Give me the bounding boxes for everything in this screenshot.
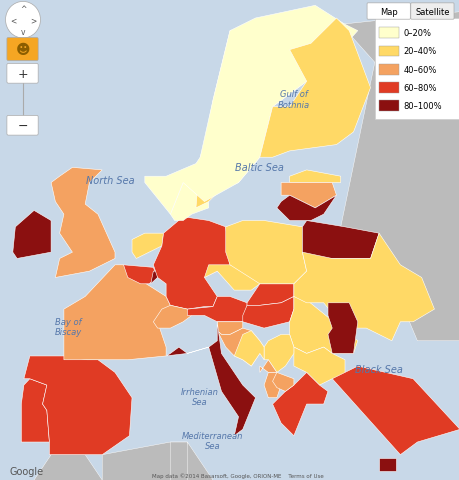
Text: Black Sea: Black Sea (354, 365, 402, 374)
Polygon shape (102, 442, 187, 480)
Polygon shape (225, 221, 306, 284)
Polygon shape (24, 356, 132, 455)
Polygon shape (263, 335, 293, 372)
Text: Map: Map (379, 8, 397, 16)
Polygon shape (17, 455, 102, 480)
Text: 60–80%: 60–80% (403, 84, 436, 93)
Polygon shape (246, 284, 293, 306)
Text: Map data ©2014 Basarsoft, Google, ORION-ME    Terms of Use: Map data ©2014 Basarsoft, Google, ORION-… (151, 472, 323, 478)
Polygon shape (289, 170, 340, 183)
Text: 80–100%: 80–100% (403, 102, 441, 111)
Text: <: < (10, 16, 16, 25)
Text: Satellite: Satellite (414, 8, 449, 16)
Polygon shape (272, 372, 327, 436)
Text: +: + (17, 67, 28, 81)
Polygon shape (170, 177, 208, 221)
Text: v: v (21, 28, 25, 36)
Polygon shape (234, 331, 263, 366)
Bar (379, 47, 398, 57)
FancyBboxPatch shape (366, 4, 409, 20)
Polygon shape (145, 6, 357, 215)
Text: Google: Google (9, 466, 43, 476)
Polygon shape (204, 265, 259, 290)
Text: >: > (30, 16, 36, 25)
Polygon shape (196, 32, 306, 208)
Polygon shape (166, 322, 255, 436)
Polygon shape (151, 272, 157, 284)
Polygon shape (280, 183, 336, 208)
Polygon shape (13, 211, 51, 259)
Polygon shape (51, 168, 115, 278)
FancyBboxPatch shape (374, 19, 459, 120)
Polygon shape (263, 372, 280, 398)
Polygon shape (170, 442, 196, 480)
Polygon shape (293, 234, 433, 341)
Bar (379, 83, 398, 94)
Text: 0–20%: 0–20% (403, 29, 431, 38)
Polygon shape (153, 306, 191, 328)
Text: Baltic Sea: Baltic Sea (235, 163, 284, 172)
Polygon shape (272, 372, 293, 392)
Text: Irrhenian
Sea: Irrhenian Sea (181, 387, 218, 406)
Polygon shape (217, 328, 263, 366)
Polygon shape (293, 348, 344, 385)
Polygon shape (289, 297, 357, 354)
Polygon shape (259, 19, 370, 158)
Polygon shape (327, 303, 357, 354)
Text: North Sea: North Sea (86, 175, 135, 185)
Polygon shape (331, 366, 459, 455)
Polygon shape (187, 442, 314, 480)
Text: Mediterranean
Sea: Mediterranean Sea (182, 431, 243, 450)
Polygon shape (187, 297, 246, 322)
Polygon shape (123, 265, 157, 284)
Polygon shape (259, 360, 276, 372)
Polygon shape (153, 217, 230, 310)
Text: 20–40%: 20–40% (403, 48, 436, 56)
Text: ^: ^ (20, 5, 26, 13)
Polygon shape (276, 196, 336, 221)
Polygon shape (64, 265, 170, 360)
FancyBboxPatch shape (7, 64, 38, 84)
Circle shape (6, 2, 40, 39)
Text: ☻: ☻ (16, 43, 30, 57)
Text: −: − (18, 119, 28, 132)
FancyBboxPatch shape (7, 116, 38, 136)
Polygon shape (242, 297, 293, 328)
Bar (379, 28, 398, 39)
Text: 40–60%: 40–60% (403, 66, 436, 74)
Text: Bay of
Biscay: Bay of Biscay (55, 317, 82, 337)
FancyBboxPatch shape (7, 38, 38, 61)
Polygon shape (132, 234, 163, 259)
Polygon shape (302, 221, 378, 259)
FancyBboxPatch shape (410, 4, 453, 20)
Polygon shape (21, 379, 49, 442)
Polygon shape (378, 458, 395, 471)
Bar (379, 101, 398, 112)
Polygon shape (340, 12, 459, 341)
Bar (379, 65, 398, 75)
Polygon shape (217, 322, 242, 335)
Text: Gulf of
Bothnia: Gulf of Bothnia (277, 90, 309, 109)
